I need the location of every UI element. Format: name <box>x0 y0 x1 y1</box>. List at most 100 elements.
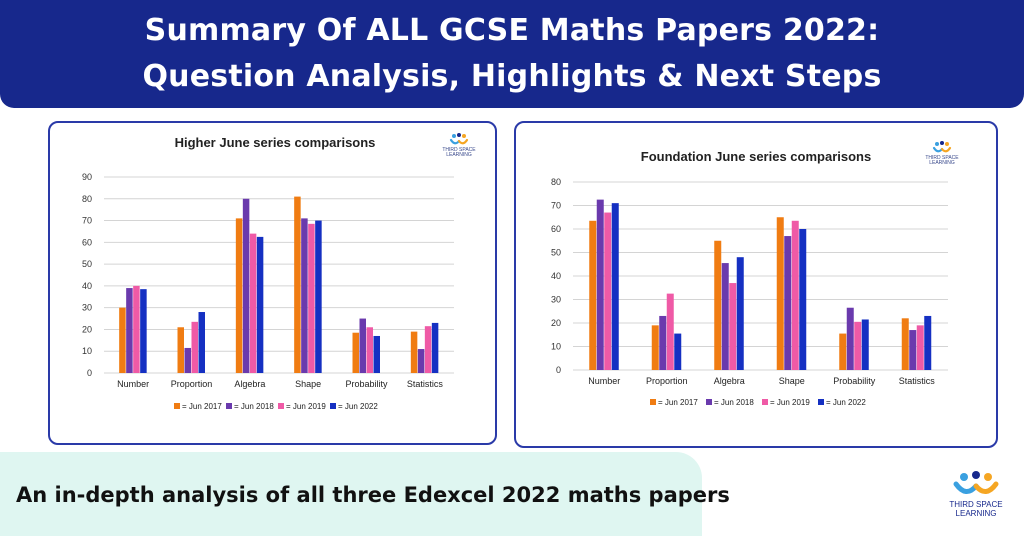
y-tick-label: 70 <box>82 216 92 226</box>
bar <box>249 233 257 373</box>
y-tick-label: 30 <box>82 303 92 313</box>
bar <box>373 335 380 373</box>
logo-text-line-1: THIRD SPACE <box>949 500 1003 509</box>
bar <box>861 319 869 370</box>
y-tick-label: 70 <box>551 201 561 211</box>
bar <box>791 220 799 370</box>
y-tick-label: 60 <box>82 237 92 247</box>
x-category-label: Statistics <box>899 376 936 386</box>
bar <box>846 307 854 370</box>
bar <box>854 321 862 370</box>
logo-dot-icon <box>984 473 992 481</box>
bar <box>674 333 682 370</box>
bar <box>659 315 667 370</box>
legend-label: = Jun 2018 <box>234 402 274 411</box>
legend-label: = Jun 2017 <box>182 402 222 411</box>
bar <box>410 331 418 373</box>
logo-text-line-2: LEARNING <box>955 509 997 518</box>
x-category-label: Shape <box>779 376 805 386</box>
x-category-label: Algebra <box>714 376 745 386</box>
x-category-label: Probability <box>833 376 876 386</box>
logo-mark-icon <box>953 471 999 494</box>
logo-text-line-1: THIRD SPACE <box>925 155 959 161</box>
legend-swatch <box>278 403 284 409</box>
x-category-label: Number <box>117 379 149 389</box>
logo-dot-icon <box>945 142 949 146</box>
y-tick-label: 0 <box>556 365 561 375</box>
foundation-chart-card: Foundation June series comparisons THIRD … <box>514 121 998 448</box>
y-tick-label: 40 <box>551 271 561 281</box>
chart-svg: Foundation June series comparisons THIRD … <box>551 141 959 407</box>
legend-label: = Jun 2018 <box>714 398 754 407</box>
legend-swatch <box>818 399 824 405</box>
y-tick-label: 10 <box>551 342 561 352</box>
bar <box>799 229 807 370</box>
bar <box>909 330 917 370</box>
x-category-label: Algebra <box>234 379 265 389</box>
y-tick-label: 90 <box>82 172 92 182</box>
page-title-line-1: Summary Of ALL GCSE Maths Papers 2022: <box>144 13 880 48</box>
bar <box>721 263 729 370</box>
legend-swatch <box>650 399 656 405</box>
third-space-learning-logo: THIRD SPACE LEARNING <box>940 470 1012 522</box>
y-tick-label: 20 <box>551 318 561 328</box>
higher-chart-title: Higher June series comparisons <box>175 135 376 150</box>
bar <box>916 325 924 370</box>
x-category-label: Proportion <box>171 379 213 389</box>
legend-swatch <box>762 399 768 405</box>
bar <box>126 288 133 373</box>
bar <box>301 218 308 373</box>
x-category-label: Number <box>588 376 620 386</box>
logo-text-line-1: THIRD SPACE <box>442 147 476 153</box>
bar <box>198 312 205 373</box>
logo-dot-icon <box>940 141 944 145</box>
logo-arc-icon <box>449 138 461 145</box>
y-tick-label: 30 <box>551 295 561 305</box>
bar <box>256 236 264 373</box>
logo-text-line-2: LEARNING <box>446 152 472 158</box>
y-tick-label: 20 <box>82 324 92 334</box>
y-tick-label: 80 <box>82 194 92 204</box>
bar <box>839 333 847 370</box>
y-tick-label: 60 <box>551 224 561 234</box>
bar <box>133 285 140 373</box>
bar <box>604 212 612 370</box>
bar <box>417 349 425 373</box>
y-tick-label: 50 <box>82 259 92 269</box>
bar <box>242 198 250 373</box>
y-tick-label: 80 <box>551 177 561 187</box>
bar <box>424 326 432 373</box>
bar <box>651 325 659 370</box>
logo-arc-icon <box>932 146 944 153</box>
x-category-label: Statistics <box>407 379 444 389</box>
bar <box>140 289 147 373</box>
legend-label: = Jun 2022 <box>826 398 866 407</box>
title-banner: Summary Of ALL GCSE Maths Papers 2022: Q… <box>0 0 1024 108</box>
bar <box>366 327 373 373</box>
bar <box>924 315 932 370</box>
bar <box>294 196 301 373</box>
bar <box>359 318 366 373</box>
legend-swatch <box>226 403 232 409</box>
footer-band <box>0 452 702 536</box>
bar <box>308 223 315 373</box>
page-title-line-2: Question Analysis, Highlights & Next Ste… <box>142 59 882 94</box>
logo-arc-icon <box>973 481 999 494</box>
logo-arc-icon <box>940 146 952 153</box>
bar <box>729 283 737 370</box>
legend-label: = Jun 2019 <box>286 402 326 411</box>
x-category-label: Probability <box>345 379 388 389</box>
bar <box>736 257 744 370</box>
legend-swatch <box>174 403 180 409</box>
y-tick-label: 0 <box>87 368 92 378</box>
bar <box>611 203 619 370</box>
logo-text-line-2: LEARNING <box>929 160 955 166</box>
bar <box>666 293 674 370</box>
legend-label: = Jun 2022 <box>338 402 378 411</box>
higher-chart-card: Higher June series comparisons THIRD SPAC… <box>48 121 497 445</box>
bar <box>177 327 184 373</box>
x-category-label: Proportion <box>646 376 688 386</box>
bar <box>184 347 191 373</box>
